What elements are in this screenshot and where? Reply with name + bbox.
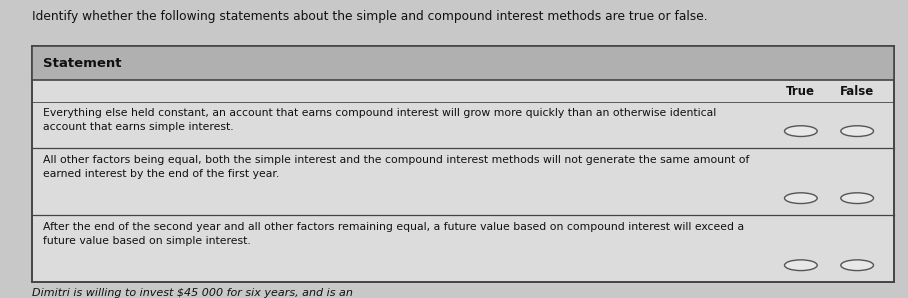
Circle shape (785, 193, 817, 204)
Circle shape (841, 126, 873, 136)
Text: Dimitri is willing to invest $45 000 for six years, and is an: Dimitri is willing to invest $45 000 for… (32, 288, 352, 298)
Text: True: True (786, 85, 815, 98)
Circle shape (785, 260, 817, 271)
Text: Identify whether the following statements about the simple and compound interest: Identify whether the following statement… (32, 10, 707, 24)
Circle shape (841, 260, 873, 271)
Circle shape (841, 193, 873, 204)
Text: Statement: Statement (43, 57, 121, 70)
Text: False: False (840, 85, 874, 98)
Circle shape (785, 126, 817, 136)
Text: After the end of the second year and all other factors remaining equal, a future: After the end of the second year and all… (43, 222, 744, 246)
FancyBboxPatch shape (32, 46, 894, 282)
Text: Everything else held constant, an account that earns compound interest will grow: Everything else held constant, an accoun… (43, 108, 716, 132)
Text: All other factors being equal, both the simple interest and the compound interes: All other factors being equal, both the … (43, 155, 749, 179)
FancyBboxPatch shape (32, 46, 894, 80)
